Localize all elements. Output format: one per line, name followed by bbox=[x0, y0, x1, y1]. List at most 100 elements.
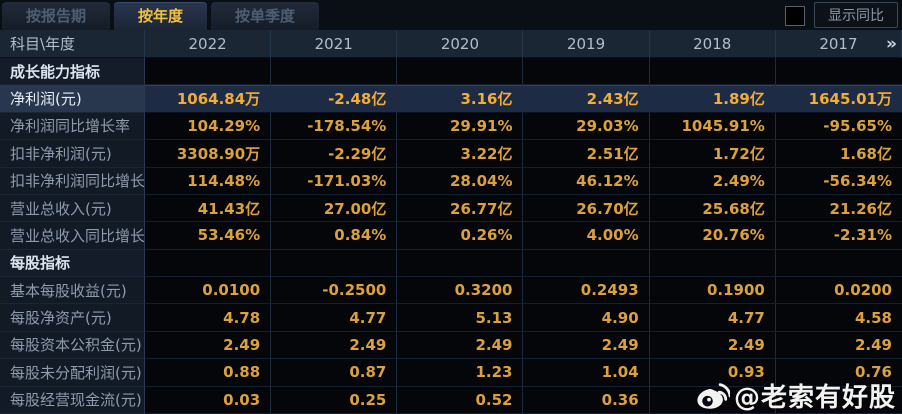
metric-value-cell bbox=[775, 58, 902, 86]
metric-value-cell: 2.49 bbox=[397, 331, 524, 360]
financial-table: 科目\年度 2022 2021 2020 2019 2018 2017» 成长能力指标 净利润(… bbox=[0, 30, 902, 414]
metric-value-cell bbox=[271, 58, 398, 86]
show-yoy-label[interactable]: 显示同比 bbox=[814, 2, 898, 28]
metric-value-cell: 4.77 bbox=[271, 304, 398, 332]
table-corner-label: 科目\年度 bbox=[0, 30, 145, 58]
metric-value-cell: 0.25 bbox=[271, 386, 398, 414]
metric-value-cell: 1.89亿 bbox=[649, 85, 776, 113]
metric-row-label: 基本每股收益(元) bbox=[0, 277, 145, 305]
metric-value-cell bbox=[397, 249, 524, 277]
year-column-header: 2018 bbox=[649, 30, 776, 58]
metric-value-cell bbox=[145, 58, 272, 86]
metric-value-cell: 114.48% bbox=[145, 167, 272, 195]
metric-value-cell: 1645.01万 bbox=[775, 85, 902, 113]
metric-row-label: 每股净资产(元) bbox=[0, 304, 145, 332]
metric-value-cell: 4.90 bbox=[523, 304, 650, 332]
tab-by-single-quarter[interactable]: 按单季度 bbox=[211, 2, 320, 30]
period-tabbar: 按报告期 按年度 按单季度 显示同比 bbox=[0, 0, 902, 30]
metric-value-cell: 4.58 bbox=[775, 304, 902, 332]
metric-value-cell: 1.04 bbox=[523, 359, 650, 387]
metric-value-cell: 2.49 bbox=[271, 331, 398, 360]
metric-value-cell: 4.78 bbox=[145, 304, 272, 332]
metric-value-cell: 2.43亿 bbox=[523, 85, 650, 113]
metric-value-cell bbox=[523, 249, 650, 277]
metric-value-cell: 3.16亿 bbox=[397, 85, 524, 113]
metric-value-cell: 2.49 bbox=[523, 331, 650, 360]
metric-value-cell: -2.48亿 bbox=[271, 85, 398, 113]
metric-value-cell: 2.49 bbox=[775, 331, 902, 360]
metric-value-cell: 28.04% bbox=[397, 167, 524, 195]
metric-value-cell bbox=[775, 386, 902, 414]
year-column-header: 2017» bbox=[775, 30, 902, 58]
metric-value-cell bbox=[775, 249, 902, 277]
metric-value-cell: 4.77 bbox=[649, 304, 776, 332]
metric-value-cell: -2.29亿 bbox=[271, 140, 398, 168]
metric-value-cell: 26.77亿 bbox=[397, 194, 524, 223]
year-column-header: 2020 bbox=[397, 30, 524, 58]
metric-row-label: 净利润(元) bbox=[0, 85, 145, 113]
metric-value-cell: 1.72亿 bbox=[649, 140, 776, 168]
metric-value-cell: 4.00% bbox=[523, 222, 650, 250]
section-header-label: 每股指标 bbox=[0, 249, 145, 277]
metric-row-label: 营业总收入(元) bbox=[0, 194, 145, 223]
more-years-icon[interactable]: » bbox=[886, 33, 897, 54]
metric-value-cell: 0.3200 bbox=[397, 277, 524, 305]
metric-value-cell: -0.2500 bbox=[271, 277, 398, 305]
metric-value-cell: 1.23 bbox=[397, 359, 524, 387]
year-column-header: 2019 bbox=[523, 30, 650, 58]
metric-value-cell bbox=[145, 249, 272, 277]
show-yoy-checkbox[interactable] bbox=[785, 6, 805, 26]
tab-by-report-period[interactable]: 按报告期 bbox=[2, 2, 111, 30]
metric-value-cell: 2.49 bbox=[145, 331, 272, 360]
metric-value-cell: 0.0100 bbox=[145, 277, 272, 305]
metric-value-cell: 25.68亿 bbox=[649, 194, 776, 223]
metric-value-cell: 26.70亿 bbox=[523, 194, 650, 223]
section-header-label: 成长能力指标 bbox=[0, 58, 145, 86]
metric-row-label: 每股未分配利润(元) bbox=[0, 359, 145, 387]
metric-value-cell: 53.46% bbox=[145, 222, 272, 250]
metric-value-cell: 27.00亿 bbox=[271, 194, 398, 223]
metric-row-label: 扣非净利润同比增长率 bbox=[0, 167, 145, 195]
metric-value-cell: 0.1900 bbox=[649, 277, 776, 305]
metric-value-cell: 21.26亿 bbox=[775, 194, 902, 223]
metric-value-cell: 1064.84万 bbox=[145, 85, 272, 113]
metric-value-cell: 0.93 bbox=[649, 359, 776, 387]
metric-value-cell: 29.91% bbox=[397, 112, 524, 141]
metric-value-cell: 3308.90万 bbox=[145, 140, 272, 168]
metric-value-cell: 3.22亿 bbox=[397, 140, 524, 168]
metric-value-cell: 0.03 bbox=[145, 386, 272, 414]
metric-value-cell bbox=[271, 249, 398, 277]
metric-value-cell: 29.03% bbox=[523, 112, 650, 141]
metric-value-cell: 0.52 bbox=[397, 386, 524, 414]
metric-value-cell bbox=[523, 58, 650, 86]
metric-value-cell: 0.88 bbox=[145, 359, 272, 387]
metric-value-cell: -178.54% bbox=[271, 112, 398, 141]
year-column-header: 2021 bbox=[271, 30, 398, 58]
metric-value-cell bbox=[649, 249, 776, 277]
metric-row-label: 净利润同比增长率 bbox=[0, 112, 145, 141]
metric-value-cell: 0.36 bbox=[523, 386, 650, 414]
metric-value-cell: 5.13 bbox=[397, 304, 524, 332]
year-column-header: 2022 bbox=[145, 30, 272, 58]
metric-value-cell: 2.49% bbox=[649, 167, 776, 195]
tab-by-year[interactable]: 按年度 bbox=[114, 2, 208, 30]
metric-row-label: 每股资本公积金(元) bbox=[0, 331, 145, 360]
metric-value-cell: -2.31% bbox=[775, 222, 902, 250]
metric-row-label: 每股经营现金流(元) bbox=[0, 386, 145, 414]
metric-value-cell: 2.49 bbox=[649, 331, 776, 360]
metric-value-cell bbox=[649, 386, 776, 414]
metric-value-cell bbox=[397, 58, 524, 86]
metric-value-cell bbox=[649, 58, 776, 86]
metric-value-cell: 1.68亿 bbox=[775, 140, 902, 168]
metric-value-cell: 0.0200 bbox=[775, 277, 902, 305]
metric-value-cell: 46.12% bbox=[523, 167, 650, 195]
metric-row-label: 扣非净利润(元) bbox=[0, 140, 145, 168]
metric-value-cell: 2.51亿 bbox=[523, 140, 650, 168]
metric-row-label: 营业总收入同比增长率 bbox=[0, 222, 145, 250]
metric-value-cell: -56.34% bbox=[775, 167, 902, 195]
metric-value-cell: 20.76% bbox=[649, 222, 776, 250]
metric-value-cell: 41.43亿 bbox=[145, 194, 272, 223]
metric-value-cell: -95.65% bbox=[775, 112, 902, 141]
metric-value-cell: 0.2493 bbox=[523, 277, 650, 305]
